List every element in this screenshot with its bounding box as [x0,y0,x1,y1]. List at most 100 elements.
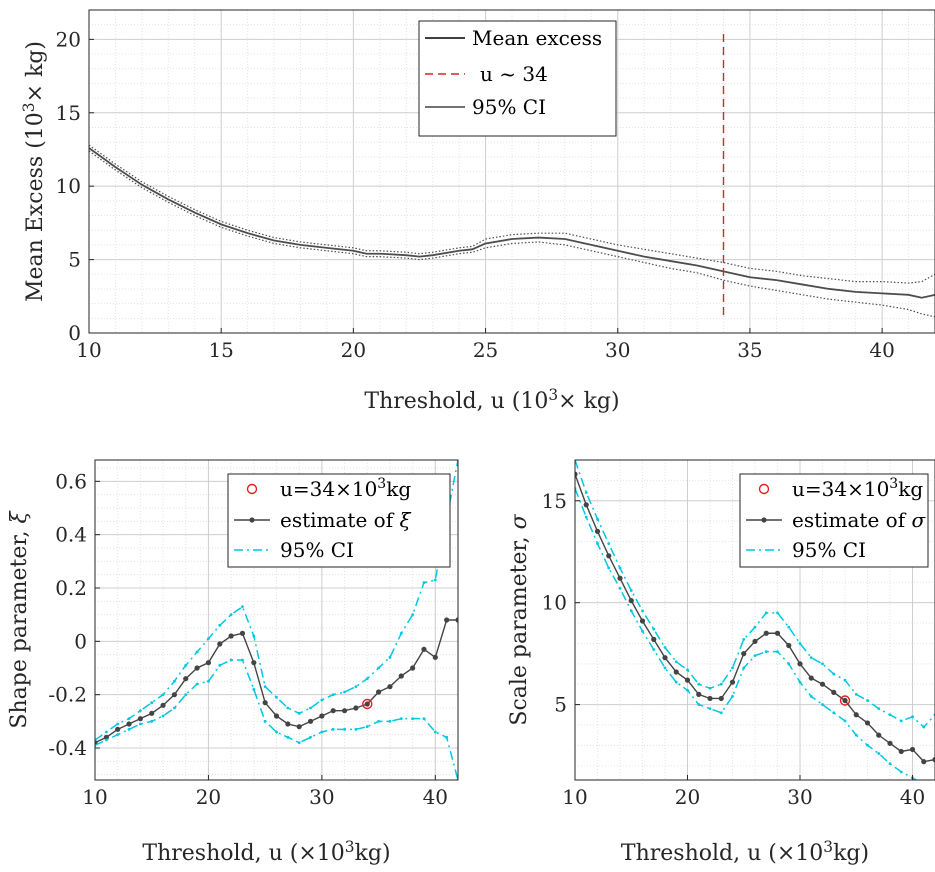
estimate-point [909,746,916,753]
ci-point [297,741,301,745]
estimate-point [239,630,246,636]
ci-point [798,680,802,684]
ci-point [331,727,335,731]
ci-point [618,566,622,570]
ci-point [229,658,233,662]
estimate-point [262,700,268,706]
estimate-point [819,681,826,687]
ci-point [888,762,892,766]
ci-point [195,682,199,686]
ci-point [652,648,656,651]
estimate-point [375,689,382,695]
ci-point [184,663,188,667]
estimate-point [797,661,803,667]
ci-point [241,658,244,662]
ci-point [629,609,633,613]
ci-point [776,650,779,653]
estimate-point [251,660,257,666]
ci-point [866,743,869,747]
ci-point [127,727,131,731]
ci-point [365,677,369,681]
ci-point [584,491,588,495]
ci-point [854,692,858,696]
estimate-point [330,708,336,714]
estimate-point [432,654,438,660]
ci-point [207,637,210,641]
estimate-point [639,618,646,624]
ci-point [218,623,222,627]
x-tick-label: 10 [562,785,587,809]
estimate-point [228,633,234,639]
x-tick-label: 20 [196,785,221,809]
ci-point [787,662,791,666]
estimate-point [455,617,458,623]
estimate-point [341,708,348,714]
estimate-point [171,692,178,698]
ci-point [104,738,108,742]
ci-point [866,699,869,702]
estimate-point [583,502,589,508]
ci-point [388,719,392,723]
chart-panel-3: 10 20 30 40 5 10 15 Threshold, u (×103kg) Scale … [507,459,935,866]
ci-point [832,672,836,676]
x-tick-label: 40 [869,338,894,362]
estimate-point [410,665,416,671]
y-tick-label: 0.2 [55,576,87,600]
series-mean-excess [89,147,935,299]
threshold-marker [362,698,373,710]
ci-point [607,542,611,545]
estimate-point [831,689,837,695]
series-ci-lower [95,659,458,780]
estimate-point [718,695,724,702]
ci-point [229,613,233,617]
estimate-point [398,673,404,679]
ci-point [821,703,824,706]
legend-label: u=34×103kg [792,476,923,501]
y-tick-label: 0 [68,321,81,345]
estimate-point [217,641,223,647]
ci-point [776,611,779,615]
ci-point [104,730,108,734]
ci-point [719,711,723,715]
estimate-point [662,655,668,661]
legend-label: 95% CI [792,538,866,562]
ci-point [607,566,611,570]
ci-point [161,693,165,697]
y-tick-label: 0 [74,629,87,653]
legend-label: estimate of ξ [280,508,411,532]
threshold-marker [839,695,851,706]
estimate-point [864,720,871,726]
ci-point [742,666,746,670]
ci-point [320,698,324,702]
ci-point [343,727,346,731]
ci-point [116,722,120,726]
ci-point [596,542,599,545]
x-tick-label: 35 [737,338,762,362]
ci-point [877,707,881,711]
x-tick-label: 25 [473,338,498,362]
estimate-point [606,553,612,559]
y-axis-label: Mean Excess (103× kg) [20,41,48,302]
ci-point [674,680,678,684]
ci-point [309,706,312,710]
ci-point [275,695,278,699]
ci-point [422,717,426,721]
estimate-point [205,660,212,666]
estimate-point [932,757,935,763]
ci-point [686,688,689,692]
ci-point [399,631,403,635]
estimate-point [741,651,747,657]
estimate-point [183,676,189,682]
legend-label: 95% CI [472,95,546,119]
ci-point [832,711,836,715]
x-tick-label: 40 [423,785,448,809]
estimate-point [876,732,882,738]
ci-point [697,703,701,706]
y-tick-label: 10 [542,591,567,615]
estimate-point [594,528,601,534]
estimate-point [421,646,427,652]
ci-point [309,735,312,739]
ci-point [843,719,847,723]
ci-point [911,715,914,719]
legend-swatch-estimate-dot [761,517,767,523]
